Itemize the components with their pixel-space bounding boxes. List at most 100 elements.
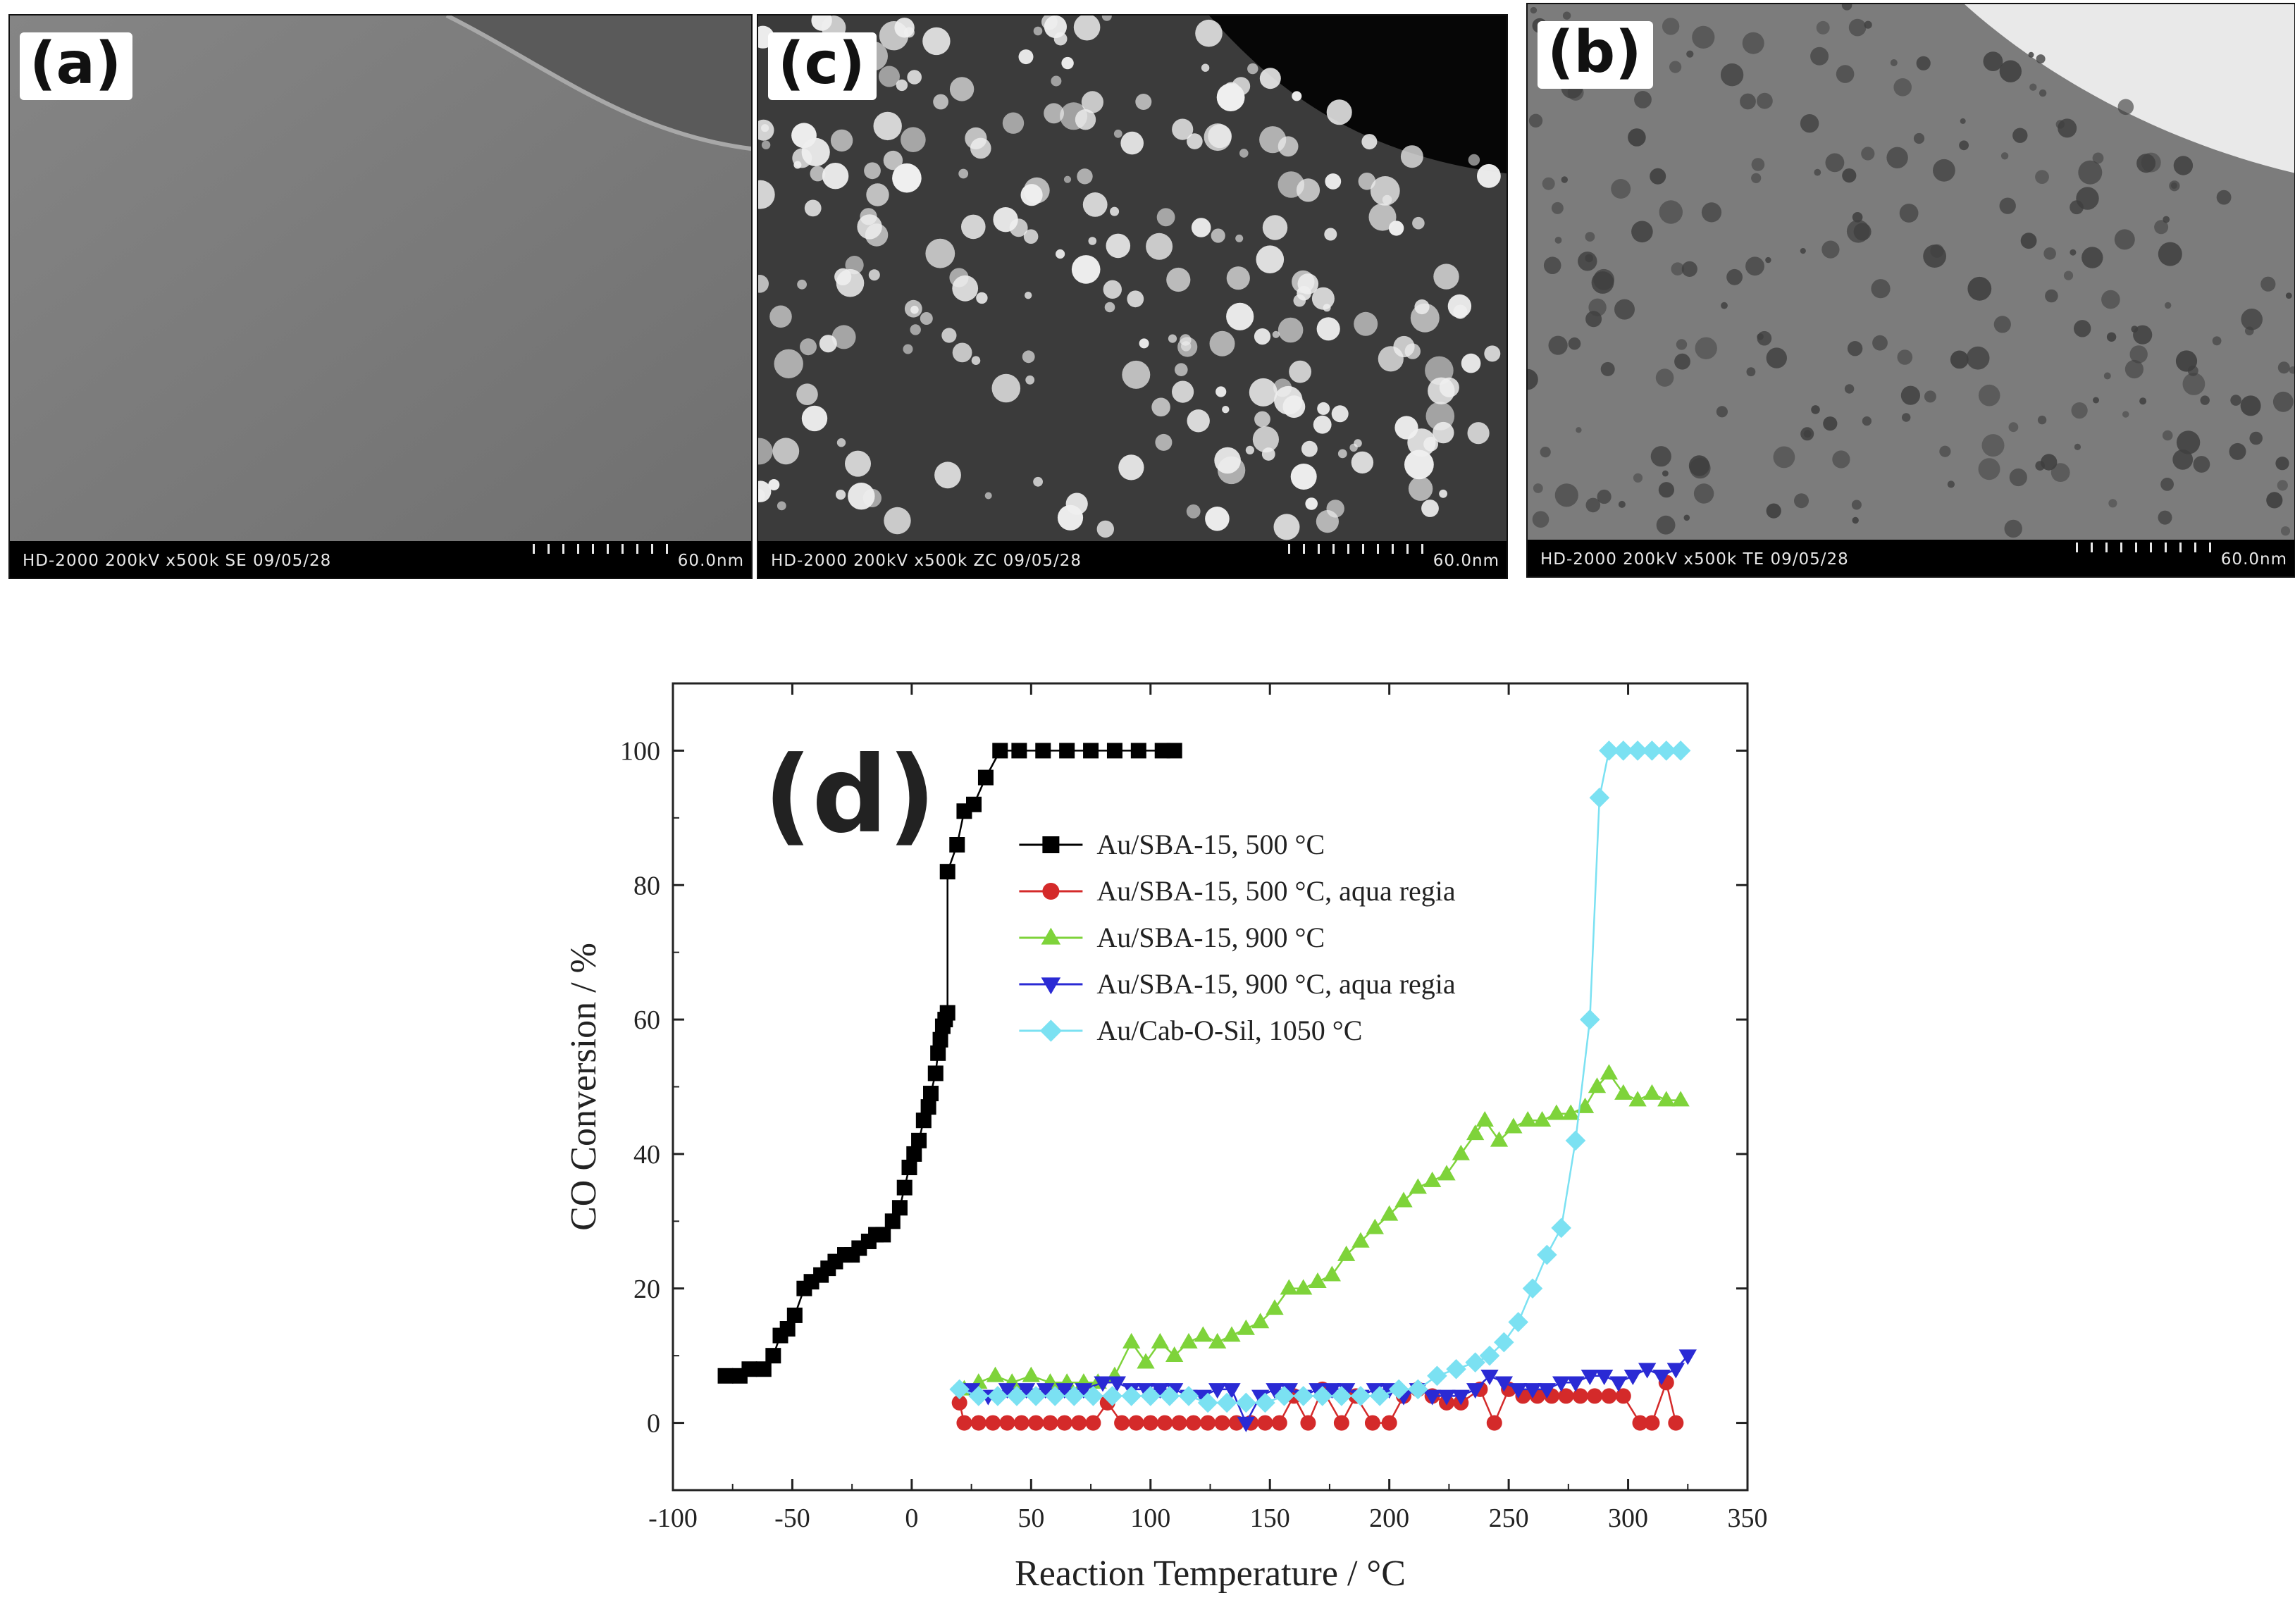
nanoparticle	[1823, 416, 1838, 431]
nanoparticle	[2122, 411, 2129, 418]
nanoparticle	[1166, 267, 1191, 292]
nanoparticle	[904, 299, 922, 318]
nanoparticle	[1902, 413, 1911, 422]
nanoparticle	[970, 137, 991, 159]
nanoparticle	[1408, 476, 1433, 501]
legend-label: Au/SBA-15, 900 °C	[1096, 922, 1325, 953]
nanoparticle	[831, 325, 856, 349]
nanoparticle	[1088, 237, 1097, 245]
data-point	[1331, 1386, 1352, 1406]
data-point	[1294, 1279, 1313, 1295]
data-point	[1106, 743, 1122, 759]
nanoparticle	[1695, 337, 1717, 359]
nanoparticle	[1551, 202, 1564, 214]
data-point	[985, 1415, 1001, 1431]
data-point	[884, 1213, 901, 1229]
data-point	[1200, 1415, 1216, 1431]
nanoparticle	[2277, 480, 2288, 491]
data-point	[1558, 1388, 1574, 1404]
nanoparticle	[1061, 56, 1074, 70]
nanoparticle	[1765, 256, 1771, 264]
nanoparticle	[2008, 422, 2019, 433]
nanoparticle	[1701, 202, 1722, 223]
nanoparticle	[1410, 303, 1440, 333]
nanoparticle	[1208, 124, 1232, 149]
nanoparticle	[772, 438, 800, 465]
x-tick-label: 250	[1489, 1504, 1529, 1533]
nanoparticle	[2162, 430, 2173, 441]
micrograph-panel-c: (c) HD-2000 200kV x500k ZC 09/05/28 60.0…	[757, 14, 1508, 579]
data-point	[1237, 1416, 1255, 1432]
nanoparticle	[1693, 483, 1714, 504]
data-point	[1437, 1389, 1456, 1406]
nanoparticle	[1104, 302, 1115, 313]
nanoparticle	[1960, 118, 1966, 124]
nanoparticle	[1983, 51, 2003, 71]
data-point	[956, 1415, 972, 1431]
nanoparticle	[1175, 363, 1188, 376]
x-tick-label: 200	[1369, 1504, 1409, 1533]
nanoparticle	[758, 438, 773, 465]
nanoparticle	[1800, 427, 1814, 441]
nanoparticle	[1020, 184, 1043, 206]
nanoparticle	[1916, 56, 1931, 70]
nanoparticle	[2055, 120, 2065, 129]
y-tick-label: 60	[633, 1005, 660, 1035]
data-point	[1561, 1104, 1580, 1120]
nanoparticle	[1023, 229, 1039, 244]
data-point	[1178, 1386, 1199, 1406]
nanoparticle	[1214, 447, 1241, 474]
data-point	[1533, 1111, 1552, 1127]
data-point	[1037, 1383, 1055, 1399]
data-point	[970, 1415, 986, 1431]
nanoparticle	[1106, 233, 1131, 259]
data-point	[1028, 1415, 1044, 1431]
nanoparticle	[1156, 208, 1175, 227]
data-point	[779, 1321, 796, 1337]
nanoparticle	[1861, 147, 1875, 161]
series-1	[717, 743, 1182, 1384]
x-axis-label: Reaction Temperature / °C	[1015, 1554, 1406, 1594]
data-point	[939, 1005, 955, 1021]
nanoparticle	[2081, 247, 2103, 268]
nanoparticle	[2172, 449, 2194, 470]
x-tick-label: 150	[1250, 1504, 1290, 1533]
nanoparticle	[1113, 129, 1122, 138]
nanoparticle	[873, 111, 902, 141]
micrograph-info-bar: HD-2000 200kV x500k SE 09/05/28 60.0nm	[10, 541, 751, 578]
nanoparticle	[1404, 343, 1421, 359]
nanoparticle	[1542, 177, 1555, 190]
nanoparticle	[2074, 443, 2081, 451]
nanoparticle	[1187, 133, 1203, 149]
data-point	[1452, 1389, 1470, 1406]
nanoparticle	[1317, 402, 1330, 415]
nanoparticle	[2036, 54, 2046, 64]
nanoparticle	[1155, 433, 1173, 451]
nanoparticle	[1683, 514, 1690, 521]
data-point	[1059, 743, 1075, 759]
nanoparticle	[1195, 19, 1223, 47]
nanoparticle	[1378, 346, 1404, 372]
legend-label: Au/SBA-15, 500 °C	[1096, 829, 1325, 860]
nanoparticle	[1662, 470, 1669, 477]
nanoparticle	[1122, 360, 1151, 389]
nanoparticle	[1077, 168, 1093, 185]
nanoparticle	[1662, 18, 1680, 35]
nanoparticle	[1118, 454, 1144, 481]
nanoparticle	[1816, 20, 1830, 35]
nanoparticle	[879, 66, 900, 87]
nanoparticle	[1899, 204, 1919, 223]
nanoparticle	[1528, 368, 1538, 390]
nanoparticle	[2216, 190, 2232, 205]
nanoparticle	[2037, 415, 2047, 425]
nanoparticle	[925, 238, 955, 268]
y-tick-label: 0	[647, 1409, 660, 1439]
nanoparticle	[2124, 359, 2144, 379]
nanoparticle	[976, 292, 988, 304]
data-point	[1566, 1376, 1585, 1392]
data-point	[911, 1132, 927, 1148]
legend-marker	[1041, 927, 1061, 945]
nanoparticle	[2093, 397, 2099, 404]
nanoparticle	[1543, 256, 1561, 275]
nanoparticle	[1842, 168, 1857, 183]
